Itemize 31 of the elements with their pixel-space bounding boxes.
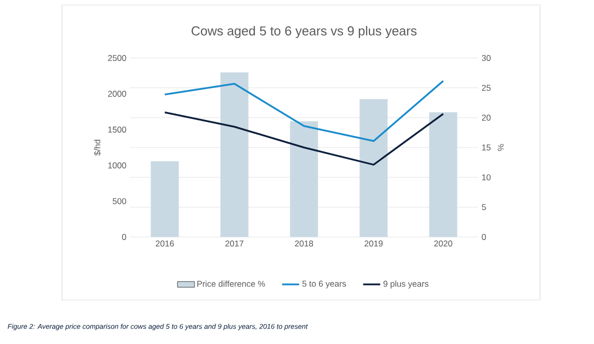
- y-tick-label: 500: [112, 198, 126, 204]
- bar: [290, 121, 318, 237]
- x-tick-label: 2017: [225, 240, 244, 247]
- bar: [220, 72, 248, 237]
- x-tick-label: 2016: [156, 240, 174, 247]
- legend-label: 9 plus years: [383, 280, 428, 288]
- line-series: [164, 112, 444, 166]
- legend-label: 5 to 6 years: [302, 280, 346, 288]
- y2-tick-label: 25: [482, 84, 491, 91]
- y-axis-title: $/hd: [94, 140, 101, 156]
- y2-tick-label: 5: [482, 204, 486, 210]
- legend-label: Price difference %: [197, 280, 265, 287]
- y-tick-label: 0: [122, 234, 126, 240]
- y2-tick-label: 10: [482, 174, 491, 180]
- y-tick-label: 1000: [108, 162, 126, 168]
- y2-tick-label: 0: [482, 234, 486, 240]
- y2-tick-label: 30: [482, 55, 491, 61]
- x-tick-label: 2019: [364, 240, 383, 247]
- y-tick-label: 1500: [108, 126, 126, 133]
- y2-tick-label: 20: [482, 114, 491, 121]
- x-tick-label: 2020: [434, 240, 452, 247]
- x-tick-label: 2018: [295, 240, 314, 247]
- y-tick-label: 2500: [108, 55, 126, 61]
- bar: [360, 99, 388, 237]
- bar: [429, 112, 458, 237]
- y2-axis-title: %: [498, 144, 504, 151]
- y-tick-label: 2000: [108, 90, 126, 97]
- bar: [150, 161, 179, 237]
- chart-title: Cows aged 5 to 6 years vs 9 plus years: [192, 26, 417, 38]
- line-series: [164, 80, 444, 142]
- y2-tick-label: 15: [482, 144, 491, 150]
